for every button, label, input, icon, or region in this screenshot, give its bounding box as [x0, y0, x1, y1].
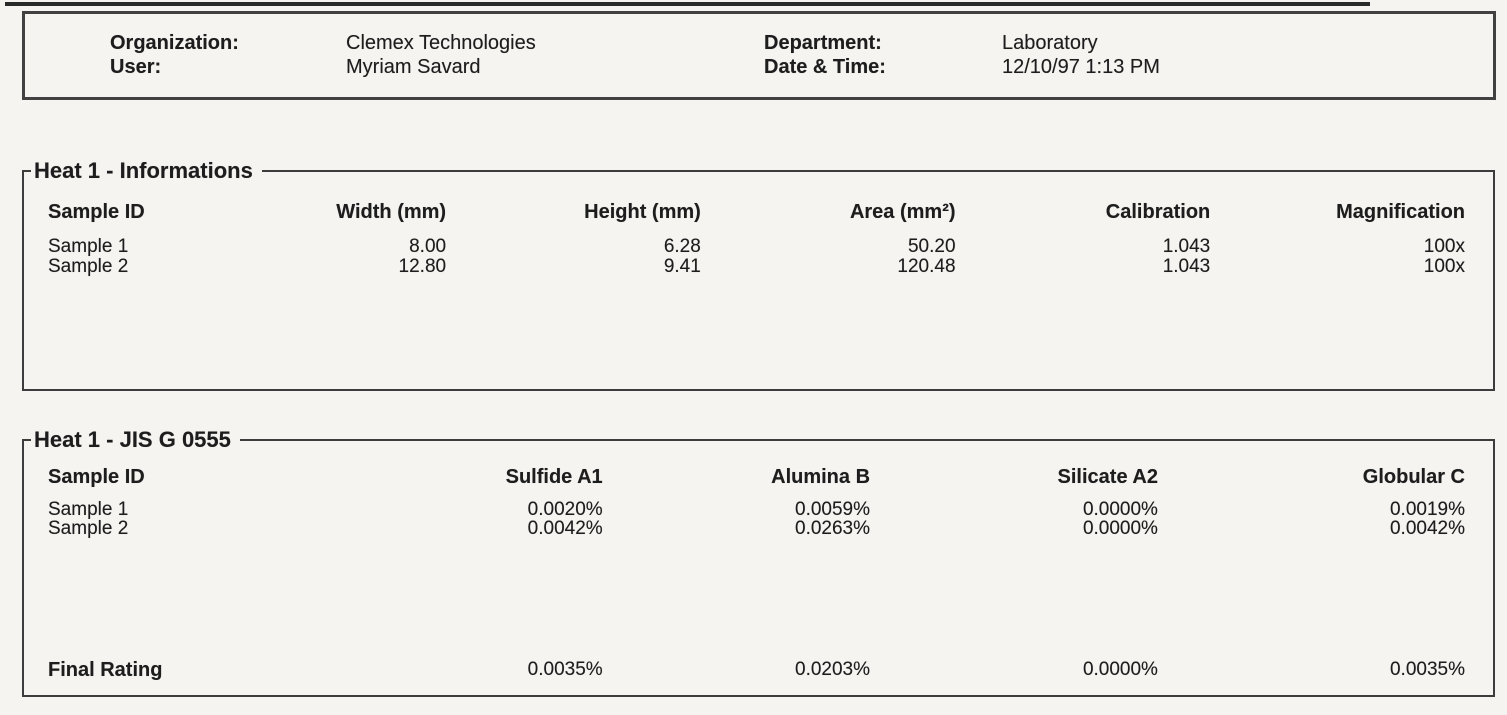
datetime-value: 12/10/97 1:13 PM: [1002, 56, 1160, 78]
cell: 0.0000%: [1082, 519, 1158, 538]
col-sample-id: Sample ID: [48, 201, 145, 223]
cell: 6.28: [663, 237, 701, 257]
jis-table: Sample ID Sulfide A1 Alumina B Silicate …: [24, 466, 1493, 538]
section-informations-title: Heat 1 - Informations: [34, 158, 253, 183]
report-header-grid: Organization: Clemex Technologies Depart…: [25, 14, 1493, 79]
final-rating-label: Final Rating: [48, 660, 163, 680]
cell: 0.0000%: [1082, 660, 1158, 680]
table-row: Sample 2 12.80 9.41 120.48 1.043 100x: [24, 257, 1493, 277]
table-header-row: Sample ID Sulfide A1 Alumina B Silicate …: [24, 466, 1493, 500]
table-row: Sample 1 8.00 6.28 50.20 1.043 100x: [24, 237, 1493, 257]
col-alumina-b: Alumina B: [771, 466, 871, 488]
cell: 0.0263%: [795, 519, 871, 538]
row-label: Sample 1: [48, 500, 129, 519]
page-top-rule: [5, 2, 1370, 6]
col-magnification: Magnification: [1336, 201, 1465, 223]
user-label: User:: [110, 56, 162, 78]
cell: 120.48: [897, 257, 956, 277]
cell: 100x: [1423, 257, 1465, 277]
row-label: Sample 1: [48, 237, 129, 257]
cell: 0.0035%: [527, 660, 603, 680]
row-label: Sample 2: [48, 519, 129, 538]
cell: 0.0020%: [527, 500, 603, 519]
col-silicate-a2: Silicate A2: [1057, 466, 1158, 488]
section-jis-g-0555: Heat 1 - JIS G 0555 Sample ID Sulfide A1…: [22, 427, 1495, 697]
datetime-label: Date & Time:: [764, 56, 886, 78]
user-value: Myriam Savard: [346, 56, 481, 78]
section-informations: Heat 1 - Informations Sample ID Width (m…: [22, 158, 1495, 391]
section-jis-title: Heat 1 - JIS G 0555: [34, 427, 231, 452]
table-header-row: Sample ID Width (mm) Height (mm) Area (m…: [24, 201, 1493, 237]
cell: 0.0035%: [1389, 660, 1465, 680]
col-sulfide-a1: Sulfide A1: [505, 466, 603, 488]
report-header-box: Organization: Clemex Technologies Depart…: [22, 11, 1496, 100]
cell: 100x: [1423, 237, 1465, 257]
organization-label: Organization:: [110, 32, 239, 54]
cell: 1.043: [1162, 257, 1211, 277]
col-area: Area (mm²): [849, 201, 956, 223]
col-width: Width (mm): [336, 201, 447, 223]
col-sample-id: Sample ID: [48, 466, 145, 488]
informations-table: Sample ID Width (mm) Height (mm) Area (m…: [24, 201, 1493, 277]
cell: 8.00: [409, 237, 447, 257]
organization-value: Clemex Technologies: [346, 32, 536, 54]
cell: 9.41: [663, 257, 701, 277]
table-row: Sample 1 0.0020% 0.0059% 0.0000% 0.0019%: [24, 500, 1493, 519]
cell: 50.20: [907, 237, 956, 257]
col-height: Height (mm): [584, 201, 701, 223]
cell: 0.0042%: [527, 519, 603, 538]
final-rating-table: Final Rating 0.0035% 0.0203% 0.0000% 0.0…: [24, 660, 1493, 680]
col-calibration: Calibration: [1105, 201, 1211, 223]
col-globular-c: Globular C: [1362, 466, 1465, 488]
cell: 0.0059%: [795, 500, 871, 519]
cell: 0.0019%: [1389, 500, 1465, 519]
cell: 1.043: [1162, 237, 1211, 257]
row-label: Sample 2: [48, 257, 129, 277]
cell: 0.0000%: [1082, 500, 1158, 519]
cell: 0.0042%: [1389, 519, 1465, 538]
department-label: Department:: [764, 32, 882, 54]
cell: 12.80: [398, 257, 447, 277]
cell: 0.0203%: [795, 660, 871, 680]
department-value: Laboratory: [1002, 32, 1098, 54]
final-rating-row: Final Rating 0.0035% 0.0203% 0.0000% 0.0…: [24, 660, 1493, 680]
table-row: Sample 2 0.0042% 0.0263% 0.0000% 0.0042%: [24, 519, 1493, 538]
